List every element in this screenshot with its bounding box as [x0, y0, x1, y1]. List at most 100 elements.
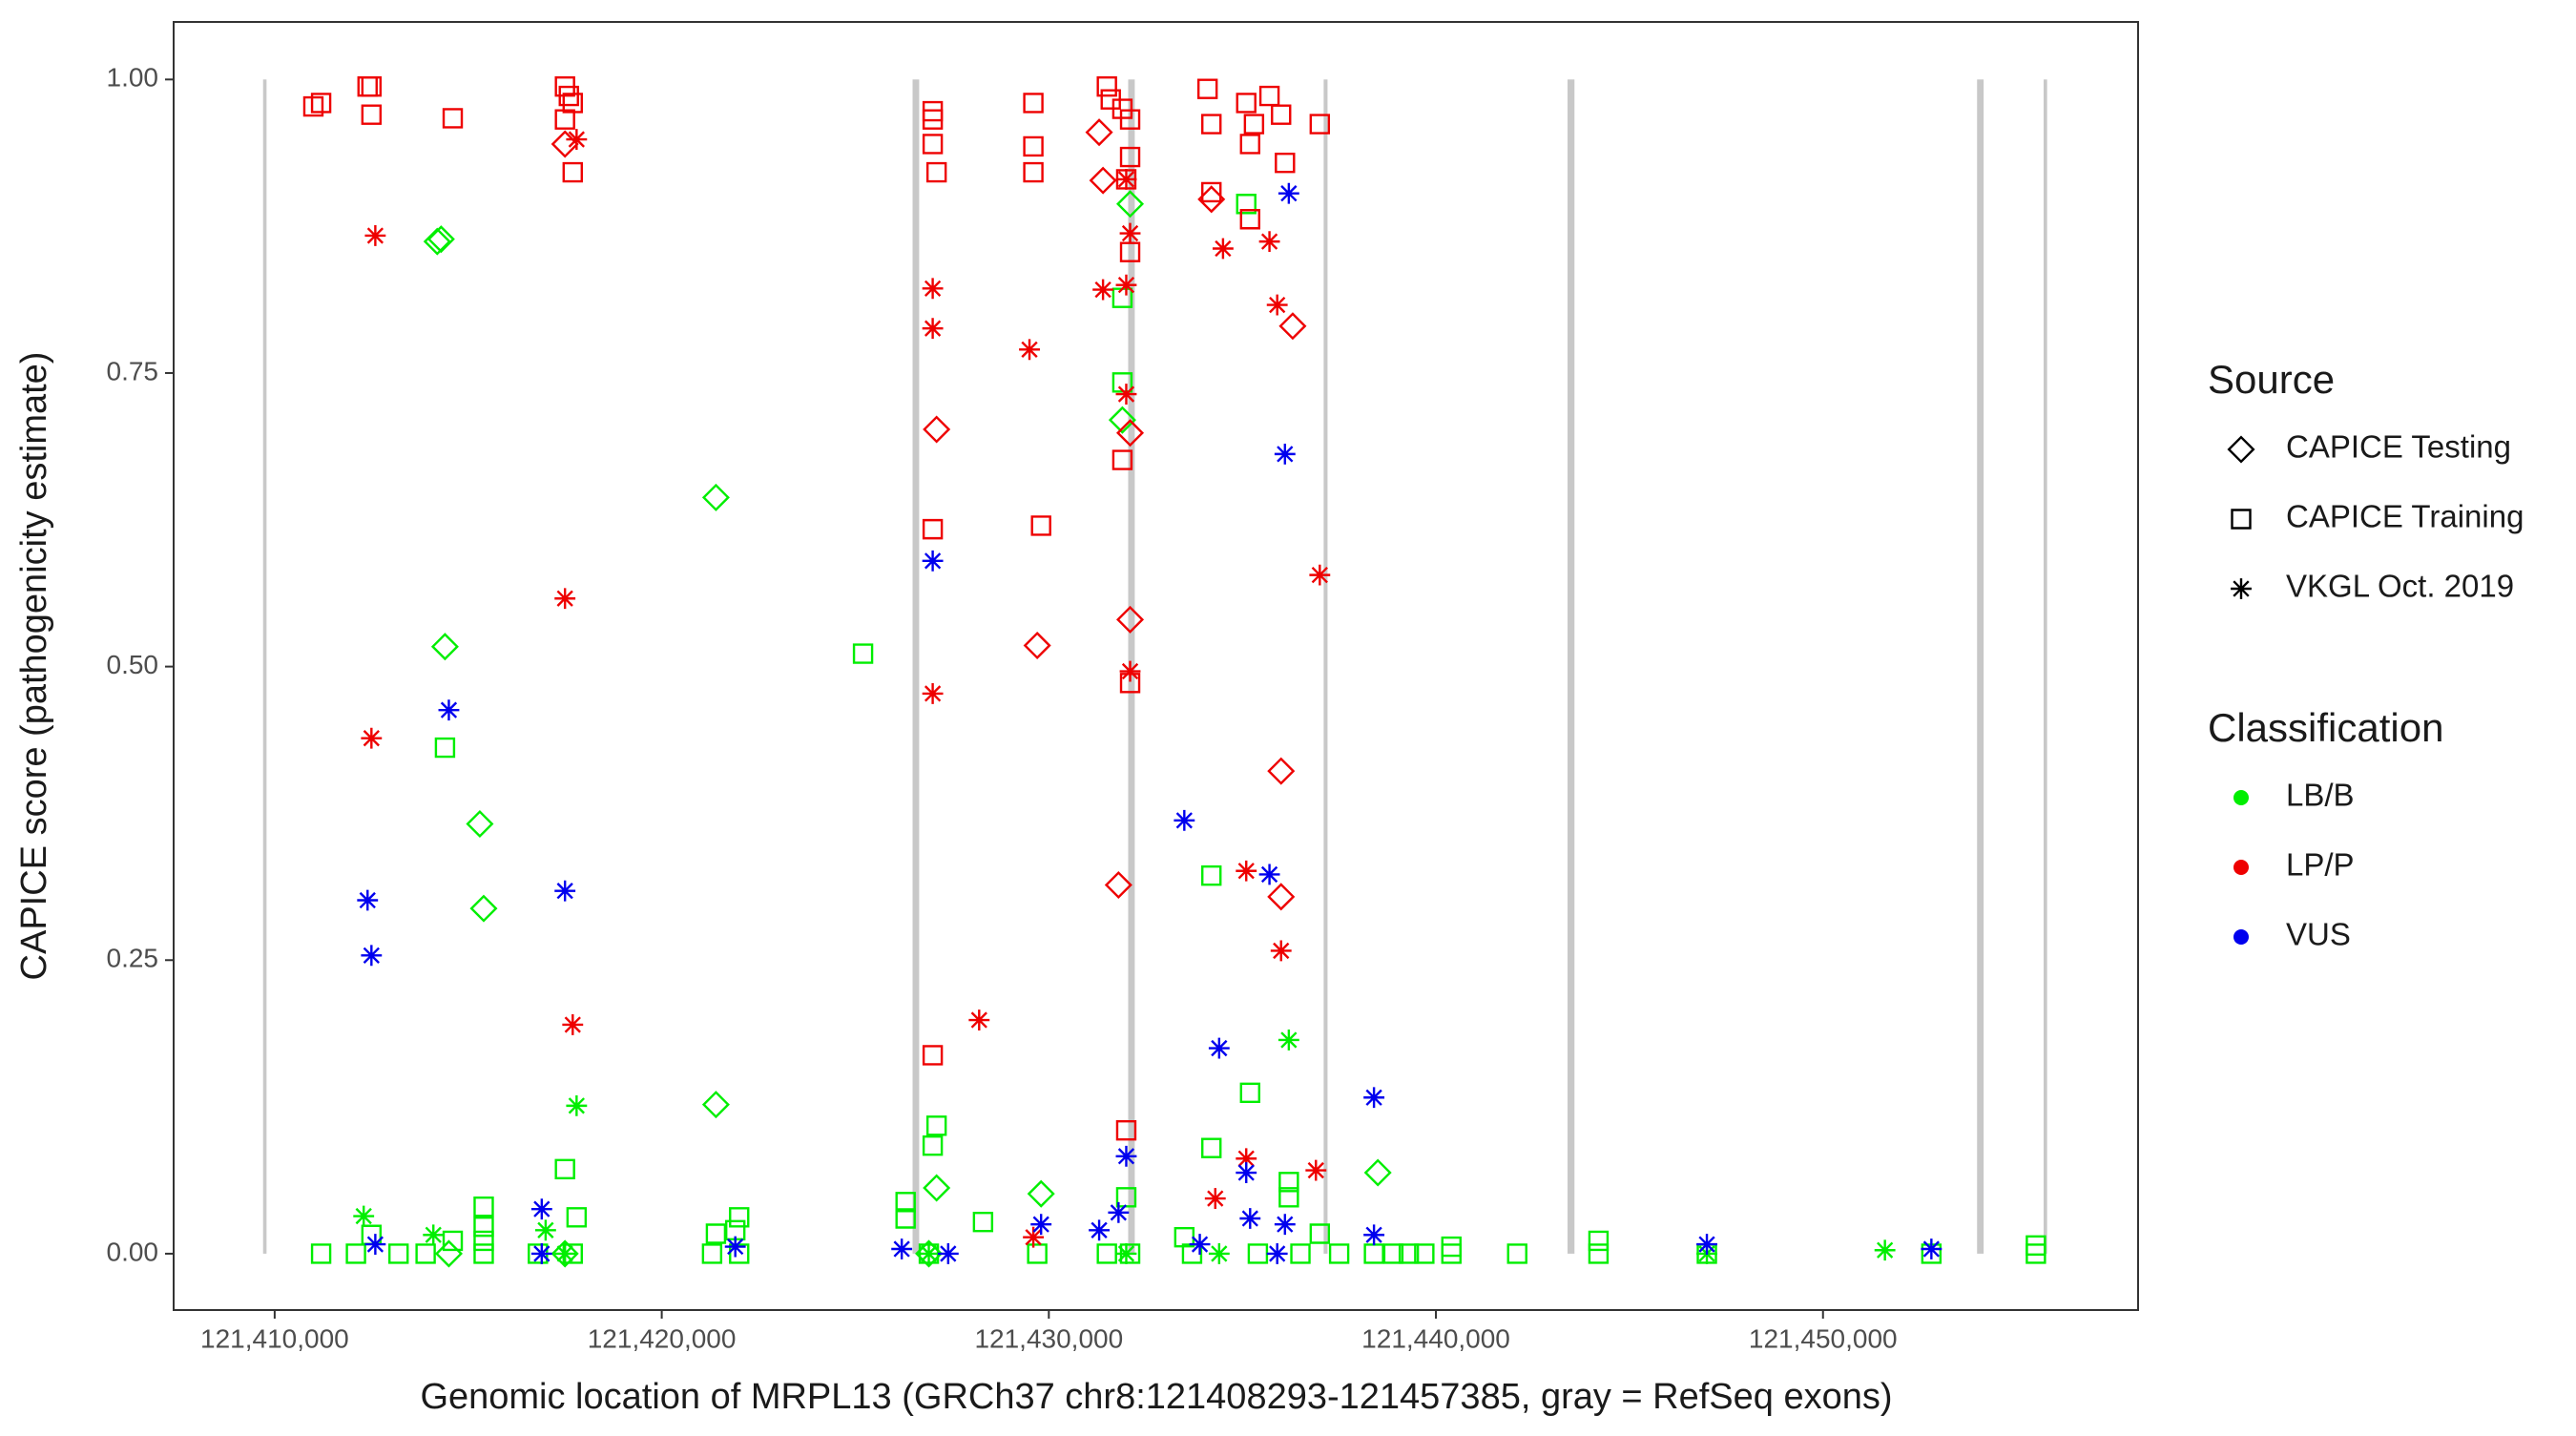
- exon: [1977, 79, 1984, 1254]
- point: [1266, 294, 1288, 316]
- point: [562, 93, 583, 114]
- point: [1174, 1227, 1195, 1248]
- exon: [1323, 79, 1328, 1254]
- point: [2025, 1243, 2046, 1264]
- point: [558, 85, 579, 107]
- point: [1305, 1159, 1327, 1181]
- point: [1104, 870, 1132, 900]
- point: [442, 108, 464, 129]
- point: [1085, 118, 1113, 147]
- point: [302, 95, 324, 117]
- point: [554, 880, 576, 902]
- point: [1588, 1243, 1610, 1264]
- point: [1023, 161, 1044, 183]
- point: [434, 737, 456, 759]
- point: [1239, 1082, 1260, 1104]
- point: [923, 1174, 951, 1202]
- panel-border: [173, 21, 2139, 1311]
- point: [1108, 1201, 1130, 1223]
- legend-label: CAPICE Training: [2286, 499, 2524, 534]
- x-tick-label: 121,430,000: [974, 1323, 1123, 1353]
- point: [724, 1219, 746, 1241]
- point: [1096, 1243, 1117, 1264]
- point: [1212, 238, 1234, 260]
- point: [1197, 185, 1226, 214]
- point: [1196, 78, 1218, 99]
- legend-symbol: [2227, 435, 2255, 464]
- point: [1274, 443, 1296, 465]
- point: [922, 518, 944, 540]
- point: [922, 278, 944, 300]
- exon: [912, 79, 920, 1254]
- point: [554, 1158, 575, 1180]
- point: [1290, 1243, 1311, 1264]
- point: [1239, 1208, 1261, 1229]
- point: [1274, 1214, 1296, 1236]
- x-tick-label: 121,420,000: [588, 1323, 737, 1353]
- legend-title: Classification: [2208, 705, 2443, 750]
- point: [1208, 1037, 1230, 1059]
- point: [701, 483, 730, 511]
- legend-label: VKGL Oct. 2019: [2286, 569, 2514, 604]
- point: [1111, 98, 1133, 119]
- point: [566, 129, 588, 150]
- point: [1414, 1243, 1435, 1264]
- point: [438, 699, 460, 721]
- point: [1089, 166, 1117, 195]
- point: [1201, 864, 1222, 886]
- point: [1236, 1148, 1257, 1170]
- point: [364, 225, 386, 246]
- legend-symbol: [2233, 929, 2249, 945]
- point: [915, 1239, 944, 1268]
- point: [353, 1205, 375, 1227]
- point: [1115, 1145, 1137, 1167]
- point: [473, 1197, 494, 1217]
- point: [1382, 1243, 1404, 1264]
- point: [937, 1243, 959, 1264]
- point: [310, 1243, 332, 1264]
- point: [361, 75, 383, 97]
- point: [534, 1219, 556, 1241]
- point: [364, 1234, 386, 1256]
- point: [1267, 757, 1296, 785]
- point: [1204, 1188, 1226, 1210]
- point: [1874, 1239, 1896, 1261]
- legend-symbol: [2231, 578, 2252, 599]
- point: [1258, 231, 1280, 253]
- point: [1030, 515, 1051, 536]
- point: [415, 1243, 436, 1264]
- point: [1115, 1120, 1137, 1141]
- point: [310, 93, 332, 114]
- point: [1089, 1219, 1110, 1241]
- point: [922, 1045, 944, 1066]
- point: [1236, 194, 1257, 215]
- exon: [1128, 79, 1135, 1254]
- point: [1119, 660, 1141, 682]
- point: [1119, 109, 1141, 130]
- point: [1309, 114, 1331, 135]
- point: [1278, 182, 1299, 204]
- point: [554, 109, 575, 130]
- point: [1236, 1162, 1257, 1183]
- point: [701, 1091, 730, 1119]
- y-tick-label: 0.75: [107, 356, 159, 385]
- point: [1398, 1243, 1420, 1264]
- point: [891, 1238, 913, 1259]
- point: [1023, 135, 1044, 157]
- y-tick-label: 0.25: [107, 944, 159, 973]
- point: [922, 550, 944, 572]
- point: [442, 1230, 464, 1252]
- y-tick-label: 1.00: [107, 63, 159, 93]
- point: [705, 1223, 727, 1244]
- point: [724, 1236, 746, 1258]
- point: [1111, 449, 1133, 470]
- point: [1270, 940, 1292, 962]
- point: [1115, 1243, 1137, 1264]
- point: [895, 1208, 916, 1229]
- point: [1506, 1243, 1527, 1264]
- point: [1201, 114, 1222, 135]
- point: [923, 415, 951, 444]
- point: [1092, 279, 1114, 301]
- point: [562, 1243, 583, 1264]
- legend-symbol: [2233, 790, 2249, 805]
